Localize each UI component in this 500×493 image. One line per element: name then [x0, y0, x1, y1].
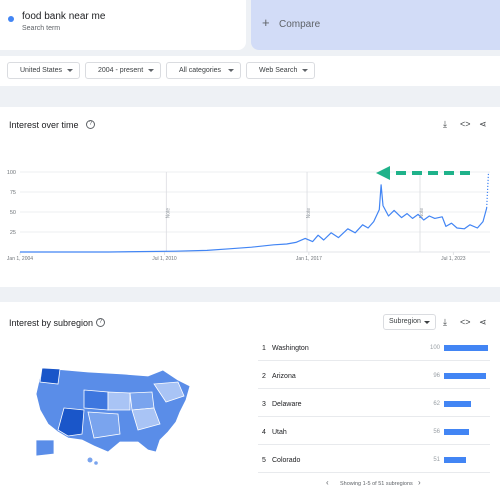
- search-term-subtitle: Search term: [22, 25, 61, 32]
- rank-bar: [444, 457, 467, 463]
- chevron-down-icon: [228, 69, 234, 72]
- series-line: [20, 184, 488, 253]
- embed-icon[interactable]: <>: [460, 119, 471, 129]
- rank-number: 3: [262, 401, 266, 408]
- y-tick-label: 100: [7, 170, 16, 176]
- share-icon[interactable]: ⋖: [479, 317, 487, 327]
- period-filter-label: 2004 - present: [98, 67, 144, 74]
- rank-subregion-name: Utah: [272, 429, 287, 436]
- rank-subregion-name: Arizona: [272, 373, 296, 380]
- ranking-row[interactable]: 4 Utah 56: [258, 417, 490, 445]
- y-tick-label: 50: [10, 210, 16, 216]
- us-map[interactable]: [28, 362, 208, 467]
- rank-number: 4: [262, 429, 266, 436]
- ranking-row[interactable]: 3 Delaware 62: [258, 389, 490, 417]
- interest-over-time-card: [0, 107, 500, 287]
- ranking-row[interactable]: 5 Colorado 51: [258, 445, 490, 473]
- chevron-down-icon: [424, 321, 430, 324]
- rank-bar: [444, 373, 487, 379]
- plus-icon[interactable]: +: [262, 15, 270, 30]
- rank-number: 5: [262, 457, 266, 464]
- search-term-card[interactable]: [0, 0, 246, 50]
- rank-number: 2: [262, 373, 266, 380]
- partial-data-line: [486, 171, 490, 209]
- term-color-dot: [8, 16, 14, 22]
- compare-card[interactable]: [251, 0, 500, 50]
- rank-number: 1: [262, 345, 266, 352]
- interest-over-time-title: Interest over time: [9, 120, 79, 130]
- rank-bar: [444, 429, 469, 435]
- rank-subregion-name: Washington: [272, 345, 309, 352]
- help-icon[interactable]: ?: [96, 318, 105, 327]
- category-filter-label: All categories: [179, 67, 222, 74]
- ranking-row[interactable]: 2 Arizona 96: [258, 361, 490, 389]
- rank-subregion-name: Colorado: [272, 457, 301, 464]
- rank-value: 100: [429, 345, 440, 351]
- note-label: Note: [165, 208, 171, 219]
- alaska-region: [35, 439, 55, 457]
- subregion-select[interactable]: Subregion: [383, 314, 436, 330]
- compare-label[interactable]: Compare: [279, 19, 321, 30]
- category-filter[interactable]: All categories: [166, 62, 241, 79]
- rank-value: 51: [433, 457, 440, 463]
- subregion-select-label: Subregion: [389, 318, 421, 325]
- previous-page-icon[interactable]: ‹: [326, 478, 329, 487]
- washington-region: [39, 367, 61, 385]
- x-tick-label: Jul 1, 2010: [152, 256, 177, 262]
- rank-bar: [444, 345, 488, 351]
- period-filter[interactable]: 2004 - present: [85, 62, 161, 79]
- y-tick-label: 25: [10, 230, 16, 236]
- subregion-pagination-text: Showing 1-5 of 51 subregions: [340, 481, 413, 487]
- rank-value: 56: [433, 429, 440, 435]
- region-filter-label: United States: [20, 67, 63, 74]
- annotation-arrow-head: [376, 166, 390, 180]
- note-label: Note: [419, 208, 425, 219]
- rank-value: 62: [433, 401, 440, 407]
- arizona-region: [57, 407, 85, 437]
- ranking-row[interactable]: 1 Washington 100: [258, 333, 490, 361]
- x-tick-label: Jul 1, 2023: [441, 256, 466, 262]
- embed-icon[interactable]: <>: [460, 317, 471, 327]
- rank-subregion-name: Delaware: [272, 401, 302, 408]
- y-tick-label: 75: [10, 190, 16, 196]
- interest-by-subregion-title: Interest by subregion: [9, 318, 94, 328]
- rank-value: 96: [433, 373, 440, 379]
- hawaii-region: [87, 457, 93, 463]
- interest-over-time-chart: 100 75 50 25 Jan 1, 2004 Jul 1, 2010 Jan 1, 20…: [7, 166, 490, 262]
- chevron-down-icon: [302, 69, 308, 72]
- rank-bar: [444, 401, 472, 407]
- source-filter[interactable]: Web Search: [246, 62, 315, 79]
- next-page-icon[interactable]: ›: [418, 478, 421, 487]
- source-filter-label: Web Search: [259, 67, 298, 74]
- chevron-down-icon: [148, 69, 154, 72]
- x-tick-label: Jan 1, 2004: [7, 256, 33, 262]
- help-icon[interactable]: ?: [86, 120, 95, 129]
- x-tick-label: Jan 1, 2017: [296, 256, 322, 262]
- download-icon[interactable]: ⤓: [443, 119, 447, 129]
- share-icon[interactable]: ⋖: [479, 119, 487, 129]
- download-icon[interactable]: ⤓: [443, 317, 447, 327]
- region-filter[interactable]: United States: [7, 62, 80, 79]
- chevron-down-icon: [67, 69, 73, 72]
- note-label: Note: [306, 208, 312, 219]
- search-term-name[interactable]: food bank near me: [22, 11, 106, 22]
